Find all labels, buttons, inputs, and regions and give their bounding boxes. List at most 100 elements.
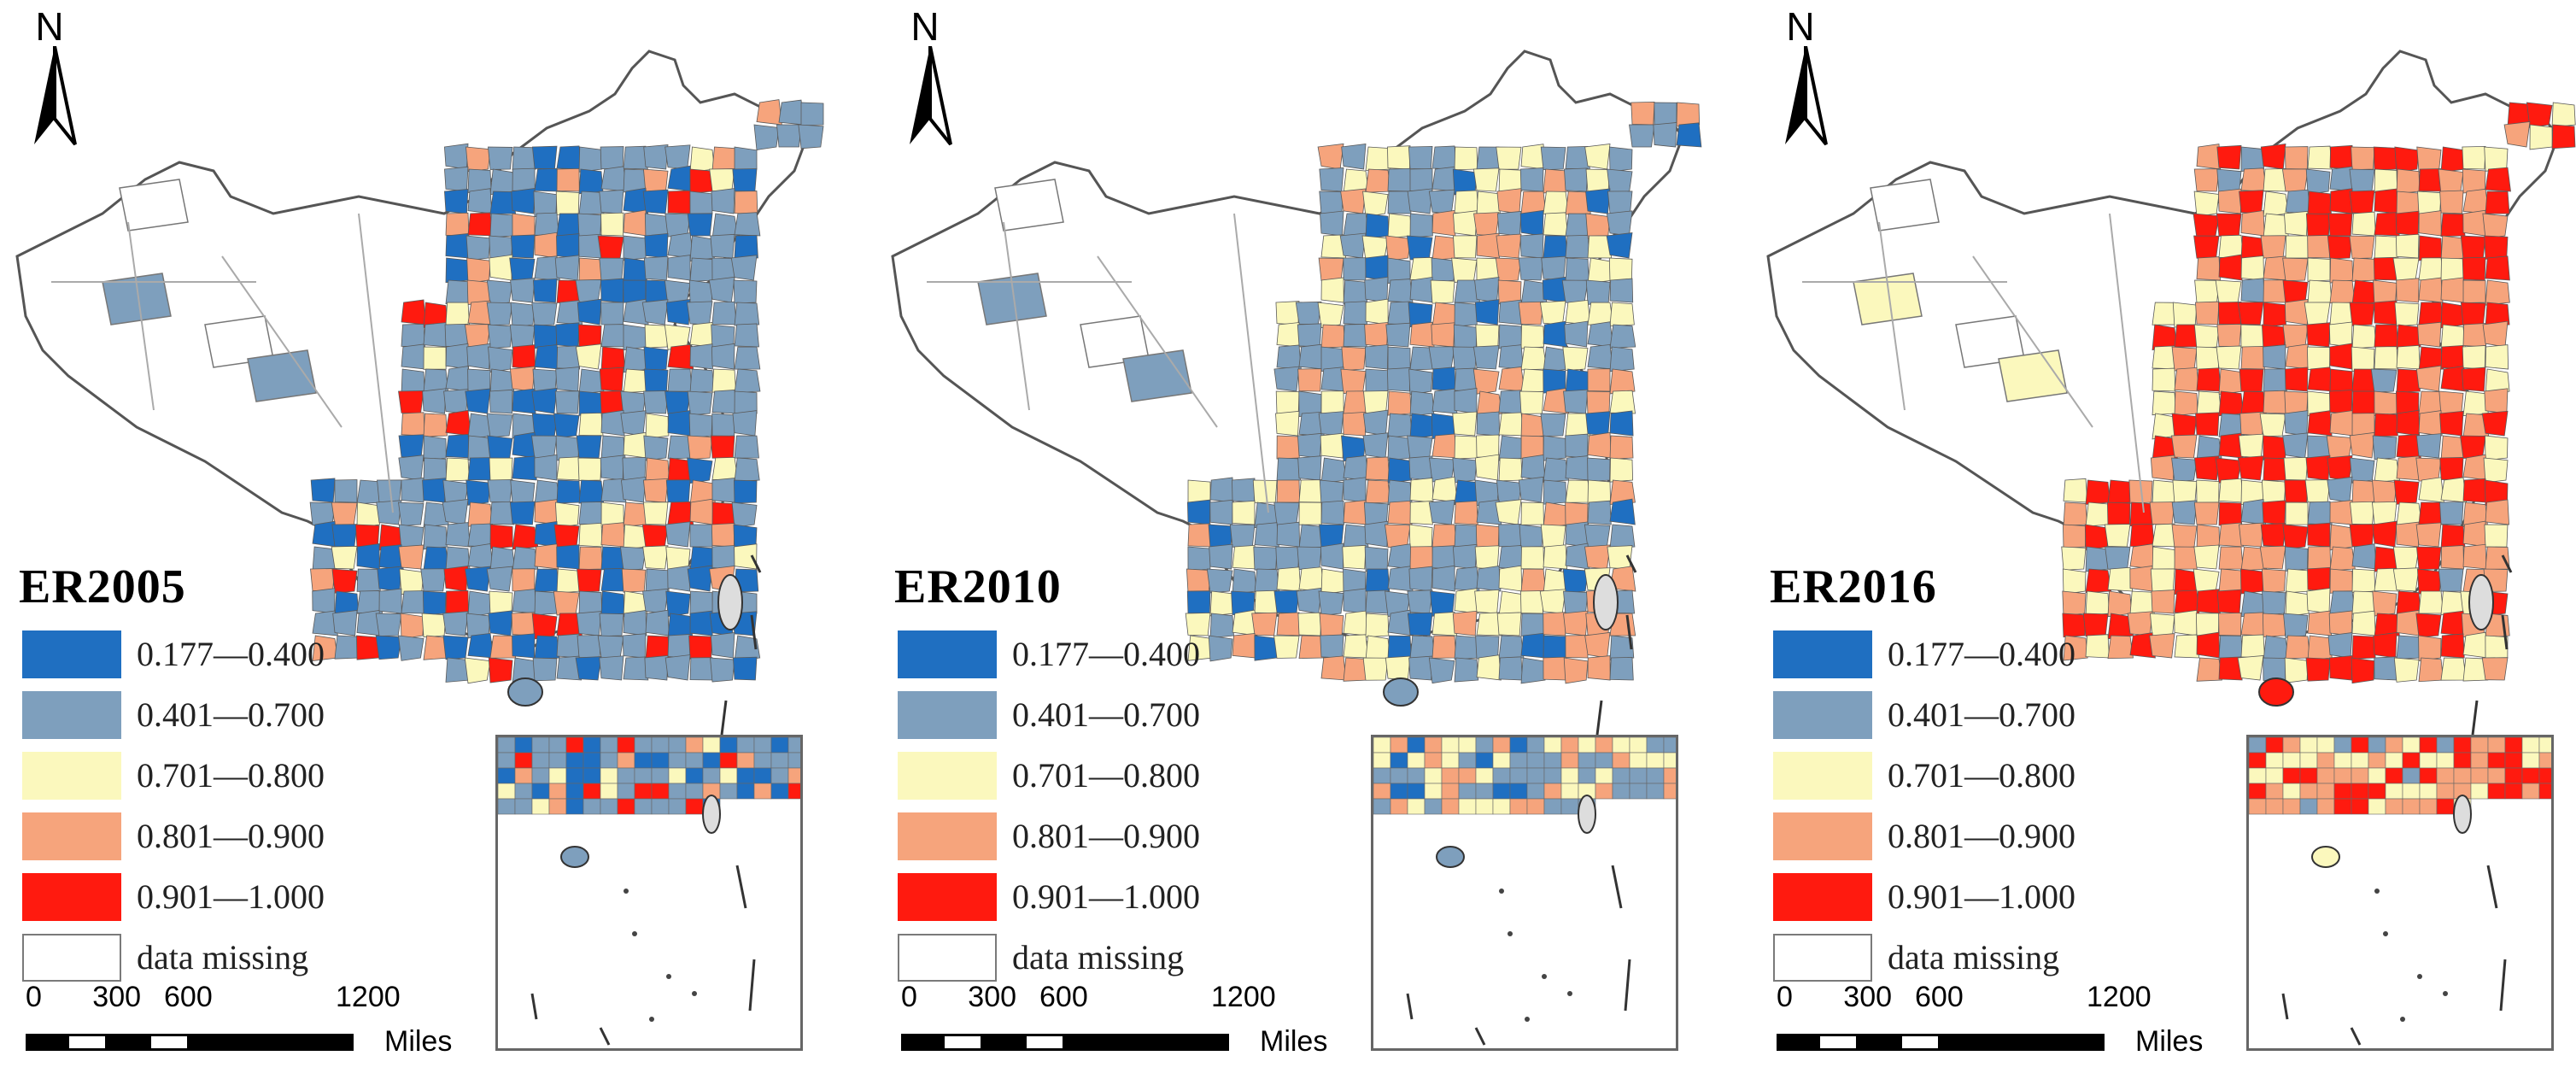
prefecture-region <box>556 479 581 504</box>
prefecture-region <box>2240 345 2265 370</box>
prefecture-region <box>2216 144 2242 170</box>
prefecture-region <box>1409 168 1433 192</box>
legend-item: 0.901—1.000 <box>22 866 325 927</box>
inset-region <box>2316 798 2335 815</box>
prefecture-region <box>555 322 580 348</box>
prefecture-region <box>1585 188 1611 214</box>
scale-segment <box>190 1034 354 1051</box>
prefecture-region <box>1229 524 1256 548</box>
inset-region <box>2316 767 2335 784</box>
inset-region <box>685 798 704 815</box>
prefecture-region <box>732 656 758 681</box>
hainan-island <box>2258 677 2294 707</box>
prefecture-region <box>2061 546 2087 571</box>
prefecture-region <box>1543 479 1567 505</box>
inset-region <box>617 737 635 754</box>
prefecture-region <box>2329 188 2354 214</box>
prefecture-region <box>423 546 450 571</box>
inset-region <box>2453 767 2472 784</box>
prefecture-region <box>2193 455 2220 481</box>
inset-region <box>1560 737 1579 754</box>
inset-hainan <box>1436 846 1465 868</box>
inset-island <box>2417 974 2422 979</box>
prefecture-region <box>1276 457 1302 482</box>
prefecture-region <box>378 588 402 614</box>
prefecture-region <box>1387 413 1413 438</box>
prefecture-region <box>2551 102 2576 128</box>
inset-region <box>2538 737 2551 754</box>
inset-region <box>1663 752 1676 769</box>
prefecture-region <box>2129 543 2156 570</box>
prefecture-region <box>310 568 336 592</box>
inset-region <box>2504 737 2523 754</box>
scale-bar: 0 300 600 1200 Miles <box>26 981 470 1075</box>
prefecture-region <box>2485 344 2509 370</box>
prefecture-region <box>1208 635 1233 662</box>
prefecture-region <box>667 165 694 192</box>
legend-item: data missing <box>898 927 1200 988</box>
prefecture-region <box>1519 590 1544 614</box>
prefecture-region <box>1276 344 1302 370</box>
province-border <box>127 221 155 411</box>
prefecture-region <box>2307 410 2333 437</box>
prefecture-region <box>2196 390 2222 416</box>
prefecture-region <box>2351 635 2376 660</box>
prefecture-region <box>2526 102 2553 128</box>
prefecture-region <box>534 543 559 570</box>
prefecture-region <box>2263 635 2289 661</box>
inset-region <box>2368 767 2386 784</box>
prefecture-region <box>2129 590 2155 615</box>
inset-region <box>1629 752 1648 769</box>
prefecture-region <box>2196 256 2222 281</box>
inset-region <box>2504 767 2523 784</box>
legend-item: data missing <box>1773 927 2075 988</box>
legend-item: 0.701—0.800 <box>898 745 1200 806</box>
prefecture-region <box>1543 612 1566 636</box>
prefecture-region <box>2329 343 2353 370</box>
prefecture-region <box>798 124 824 150</box>
prefecture-region <box>247 349 317 402</box>
prefecture-region <box>643 144 669 170</box>
prefecture-region <box>1387 543 1414 570</box>
prefecture-region <box>687 435 713 460</box>
prefecture-region <box>2282 257 2309 282</box>
prefecture-region <box>1453 235 1478 259</box>
prefecture-region <box>2418 501 2444 525</box>
province-border <box>1972 255 2093 428</box>
prefecture-region <box>641 299 669 326</box>
prefecture-region <box>2193 324 2220 350</box>
prefecture-region <box>2393 657 2420 683</box>
legend-label: 0.801—0.900 <box>137 817 325 855</box>
prefecture-region <box>401 343 426 370</box>
prefecture-region <box>1365 368 1389 394</box>
inset-region <box>2351 737 2369 754</box>
inset-region <box>1663 767 1676 784</box>
prefecture-region <box>689 257 715 282</box>
prefecture-region <box>2462 543 2487 570</box>
prefecture-region <box>1342 544 1367 570</box>
prefecture-region <box>1297 323 1322 348</box>
prefecture-region <box>688 635 713 660</box>
prefecture-region <box>1476 654 1502 681</box>
prefecture-region <box>2327 632 2353 659</box>
prefecture-region <box>689 498 714 525</box>
prefecture-region <box>753 124 780 150</box>
prefecture-region <box>486 302 513 326</box>
legend-swatch <box>22 690 121 739</box>
prefecture-region <box>1609 635 1635 661</box>
inset-region <box>498 783 516 800</box>
prefecture-region <box>2152 435 2178 461</box>
prefecture-region <box>510 234 536 259</box>
prefecture-region <box>465 235 491 261</box>
legend-item: 0.401—0.700 <box>22 684 325 745</box>
prefecture-region <box>2373 146 2397 171</box>
inset-map <box>1373 737 1676 1046</box>
prefecture-region <box>444 323 469 348</box>
inset-region <box>1526 798 1545 815</box>
inset-region <box>2351 798 2369 815</box>
prefecture-region <box>1298 479 1324 503</box>
legend-item: data missing <box>22 927 325 988</box>
inset-region <box>1373 752 1391 769</box>
inset-region <box>2521 767 2540 784</box>
prefecture-region <box>2329 410 2354 437</box>
